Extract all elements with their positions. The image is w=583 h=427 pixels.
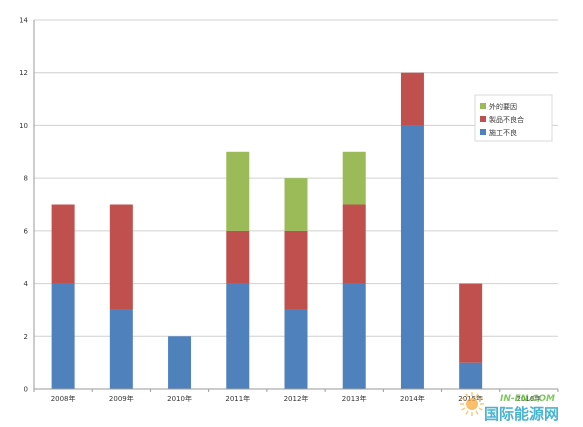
watermark-sun-ray-2 [475,410,479,415]
watermark-sun-ray-1 [478,407,483,411]
bar-2008年-series-1 [51,204,75,284]
watermark-sun-icon [466,398,478,410]
x-tick-label-2016年: 2016年 [516,394,541,403]
legend-box [474,94,553,142]
watermark-sun-ray-10 [475,393,479,398]
watermark-sun-ray-8 [465,393,469,398]
bar-2012年-series-1 [284,230,308,310]
y-tick-label-8: 8 [24,175,28,183]
bar-2010年-series-0 [168,336,192,389]
y-tick-label-10: 10 [19,122,28,130]
bar-2008年-series-0 [51,283,75,389]
bar-2013年-series-2 [342,151,366,205]
bar-2013年-series-0 [342,283,366,389]
legend-swatch-0 [480,103,486,109]
bar-2015年-series-1 [459,283,483,363]
watermark-subtext: IN-EN.COM [500,394,555,404]
watermark-sun-ray-7 [461,397,466,401]
x-tick-label-2009年: 2009年 [109,394,134,403]
bar-2012年-series-2 [284,178,308,231]
bar-2015年-series-0 [459,362,483,389]
watermark-text: 国际能源网 [484,405,559,423]
watermark-sun-ray-4 [465,410,469,415]
bar-2009年-series-0 [109,309,133,389]
bar-2013年-series-1 [342,204,366,284]
legend-label-1: 製品不良合 [489,115,524,124]
x-tick-label-2010年: 2010年 [167,394,192,403]
x-tick-label-2008年: 2008年 [51,394,76,403]
y-tick-label-2: 2 [24,333,28,341]
watermark-sun-ray-5 [461,407,466,411]
legend-label-0: 外的要因 [489,102,517,111]
bar-2011年-series-0 [226,283,250,389]
x-tick-label-2011年: 2011年 [225,394,250,403]
bar-2009年-series-1 [109,204,133,310]
y-tick-label-14: 14 [19,17,28,25]
legend-label-2: 施工不良 [489,128,517,137]
bar-2012年-series-0 [284,309,308,389]
bars [51,72,483,389]
x-tick-label-2013年: 2013年 [342,394,367,403]
legend-swatch-2 [480,129,486,135]
y-tick-label-12: 12 [19,69,28,77]
y-tick-label-6: 6 [24,227,29,235]
x-tick-label-2012年: 2012年 [284,394,309,403]
bar-2014年-series-0 [400,125,424,389]
y-tick-label-4: 4 [24,280,29,288]
bar-2011年-series-2 [226,151,250,231]
watermark-sun-ray-11 [478,397,483,401]
legend-swatch-1 [480,116,486,122]
y-tick-label-0: 0 [24,386,28,394]
x-tick-label-2014年: 2014年 [400,394,425,403]
bar-2014年-series-1 [400,72,424,126]
bar-2011年-series-1 [226,230,250,284]
